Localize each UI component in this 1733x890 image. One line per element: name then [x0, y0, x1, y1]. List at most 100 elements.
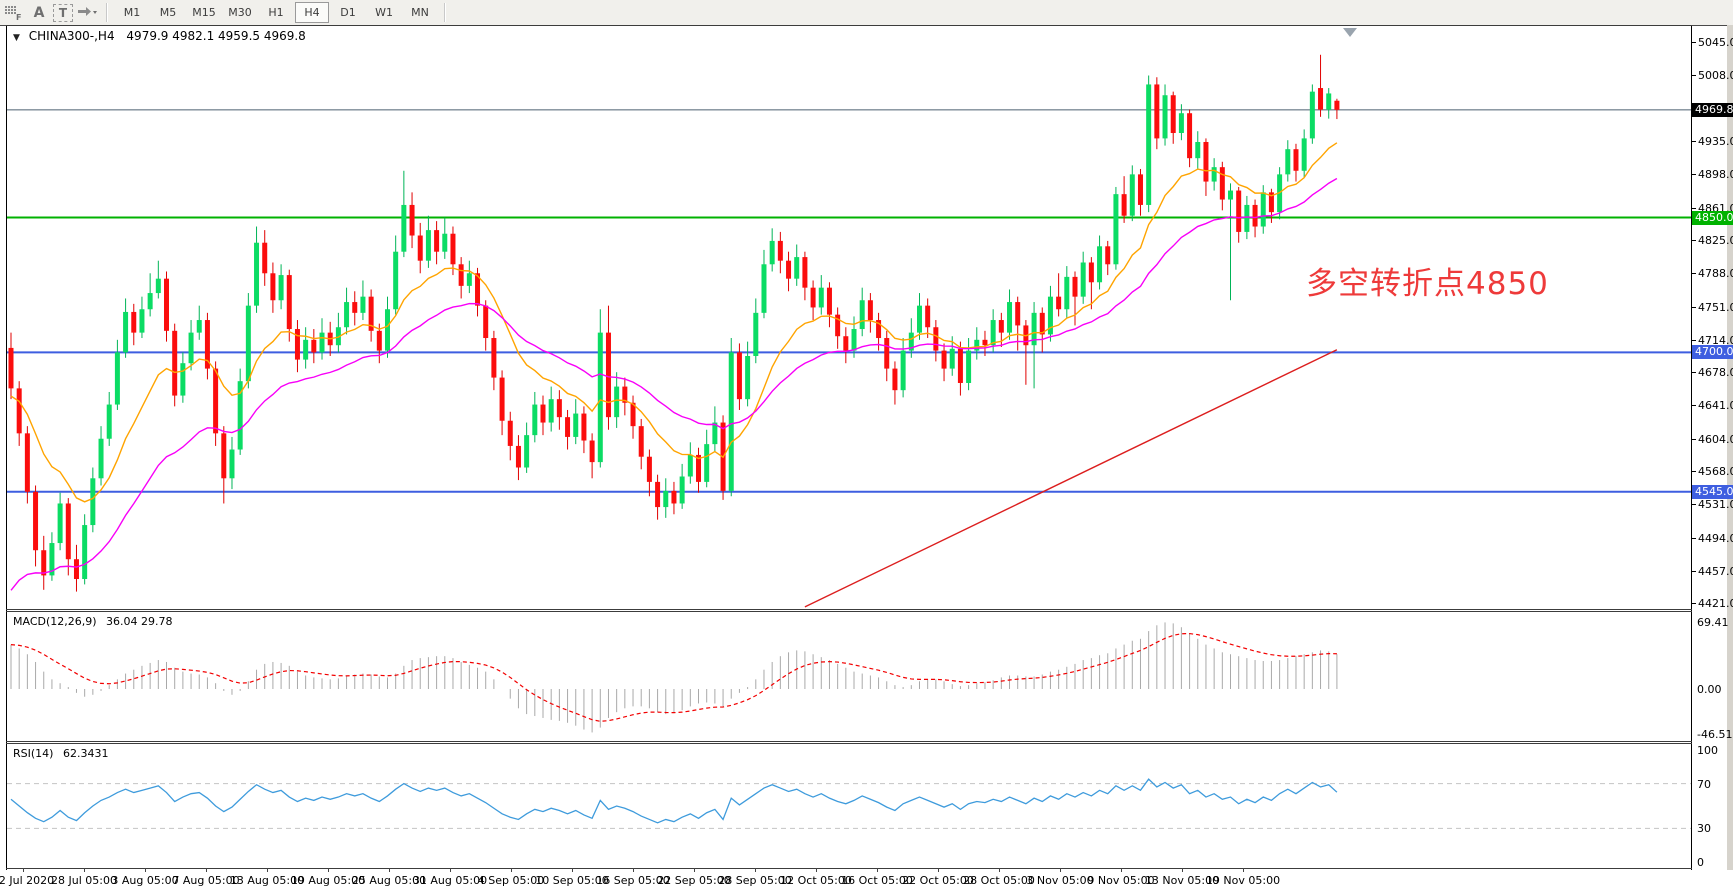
price-tick-label: 4678.0 [1698, 366, 1733, 380]
rsi-value: 62.3431 [62, 747, 109, 760]
annotation-text: 多空转折点4850 [1306, 266, 1549, 302]
time-tick-mark [84, 868, 85, 872]
macd-axis-label: 0.00 [1697, 683, 1722, 696]
axis-tick-mark [1691, 273, 1696, 275]
price-level-box: 4850.0 [1692, 210, 1733, 225]
rsi-label: RSI(14) 62.3431 [13, 747, 109, 760]
time-tick-label: 16 Oct 05:00 [841, 874, 913, 887]
time-tick-mark [938, 868, 939, 872]
price-tick-label: 4531.0 [1698, 498, 1733, 512]
time-tick-mark [694, 868, 695, 872]
price-tick-label: 4457.0 [1698, 564, 1733, 578]
svg-text:F: F [16, 13, 21, 20]
text-a-icon[interactable]: A [33, 4, 45, 21]
timeframe-button-m30[interactable]: M30 [228, 6, 252, 19]
label-t-icon[interactable]: T [53, 3, 73, 22]
price-tick-label: 4898.0 [1698, 168, 1733, 182]
axis-tick-mark [1691, 537, 1696, 539]
axis-tick-mark [1691, 603, 1696, 605]
cursor-arrows-icon[interactable] [75, 2, 99, 23]
time-tick-label: 10 Sep 05:00 [535, 874, 609, 887]
axis-tick-mark [1691, 438, 1696, 440]
toolbar-separator [106, 3, 108, 22]
time-tick-label: 22 Sep 05:00 [657, 874, 731, 887]
timeframe-button-h4[interactable]: H4 [295, 2, 329, 23]
price-tick-label: 4568.0 [1698, 465, 1733, 479]
time-tick-mark [1243, 868, 1244, 872]
time-tick-mark [145, 868, 146, 872]
panel-separator[interactable] [6, 743, 1692, 744]
timeframe-button-d1[interactable]: D1 [340, 6, 356, 19]
time-tick-label: 3 Aug 05:00 [111, 874, 179, 887]
time-tick-mark [450, 868, 451, 872]
timeframe-button-m5[interactable]: M5 [159, 6, 177, 19]
price-tick-label: 4604.0 [1698, 432, 1733, 446]
rsi-axis-label: 30 [1697, 822, 1711, 836]
price-tick-label: 4935.0 [1698, 135, 1733, 149]
panel-separator [6, 868, 1692, 869]
grid-properties-icon[interactable]: F [1, 2, 25, 23]
rsi-axis-label: 0 [1697, 856, 1704, 869]
macd-axis-label: 69.41 [1697, 616, 1729, 629]
price-tick-label: 5045.0 [1698, 36, 1733, 50]
rsi-axis-label: 70 [1697, 777, 1711, 791]
chart-shift-marker-icon[interactable] [1343, 28, 1357, 37]
price-tick-label: 4714.0 [1698, 333, 1733, 347]
axis-tick-mark [1691, 570, 1696, 572]
timeframe-button-w1[interactable]: W1 [375, 6, 393, 19]
timeframe-button-m15[interactable]: M15 [192, 6, 216, 19]
plot-right-border [1691, 26, 1692, 870]
rsi-axis-label: 100 [1697, 744, 1718, 757]
ohlc-values: 4979.9 4982.1 4959.5 4969.8 [126, 29, 306, 43]
axis-tick-mark [1691, 174, 1696, 176]
timeframe-button-m1[interactable]: M1 [123, 6, 141, 19]
macd-label: MACD(12,26,9) 36.04 29.78 [13, 615, 173, 628]
time-tick-label: 4 Sep 05:00 [477, 874, 545, 887]
time-tick-label: 7 Aug 05:00 [172, 874, 240, 887]
axis-tick-mark [1691, 306, 1696, 308]
time-tick-mark [816, 868, 817, 872]
time-tick-label: 16 Sep 05:00 [596, 874, 670, 887]
price-tick-label: 4421.0 [1698, 597, 1733, 611]
timeframe-button-h1[interactable]: H1 [268, 6, 284, 19]
timeframe-buttons: M1 M5 M15 M30 H1 H4 D1 W1 MN [114, 2, 438, 23]
axis-tick-mark [1691, 141, 1696, 143]
time-tick-mark [1121, 868, 1122, 872]
price-tick-label: 4825.0 [1698, 234, 1733, 247]
time-tick-mark [633, 868, 634, 872]
time-tick-label: 31 Aug 05:00 [412, 874, 488, 887]
time-tick-mark [1060, 868, 1061, 872]
panel-separator[interactable] [6, 741, 1692, 742]
panel-separator[interactable] [6, 611, 1692, 612]
time-tick-mark [206, 868, 207, 872]
axis-tick-mark [1691, 471, 1696, 473]
axis-tick-mark [1691, 42, 1696, 44]
price-tick-label: 4751.0 [1698, 300, 1733, 314]
chevron-down-icon[interactable]: ▼ [13, 33, 20, 43]
axis-tick-mark [1691, 339, 1696, 341]
time-tick-label: 13 Aug 05:00 [229, 874, 305, 887]
symbol-timeframe-label: CHINA300-,H4 [28, 29, 115, 43]
time-tick-label: 19 Aug 05:00 [290, 874, 366, 887]
time-tick-mark [267, 868, 268, 872]
time-tick-mark [999, 868, 1000, 872]
panel-separator[interactable] [6, 609, 1692, 610]
time-tick-mark [328, 868, 329, 872]
time-tick-label: 28 Oct 05:00 [963, 874, 1035, 887]
macd-axis-label: -46.51 [1697, 727, 1733, 741]
price-level-box: 4700.0 [1692, 345, 1733, 360]
axis-tick-mark [1691, 504, 1696, 506]
time-tick-label: 22 Jul 2020 [0, 874, 55, 887]
time-tick-mark [23, 868, 24, 872]
time-tick-mark [755, 868, 756, 872]
timeframe-button-mn[interactable]: MN [411, 6, 429, 19]
price-tick-label: 4788.0 [1698, 267, 1733, 281]
price-level-box: 4545.0 [1692, 484, 1733, 499]
time-tick-label: 22 Oct 05:00 [902, 874, 974, 887]
chart-title: ▼ CHINA300-,H4 4979.9 4982.1 4959.5 4969… [13, 29, 306, 43]
price-level-box: 4969.8 [1692, 102, 1733, 117]
time-tick-mark [877, 868, 878, 872]
price-tick-label: 4641.0 [1698, 399, 1733, 413]
